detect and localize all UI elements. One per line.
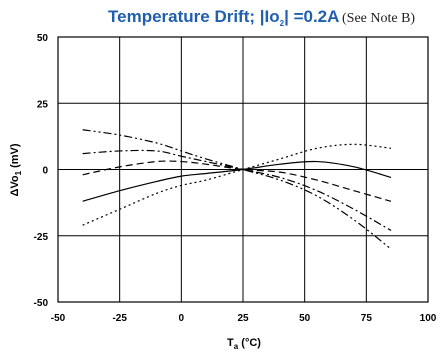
chart-title-tail: | =0.2A: [284, 7, 339, 26]
tick-labels: -50 -25 0 25 50 75 100 50 25 0 -25 -50: [34, 33, 437, 324]
x-tick-label: 100: [420, 313, 437, 324]
series-line-dash-dot: [82, 149, 392, 231]
x-axis-title-tail: (°C): [238, 337, 261, 349]
plot-frame: [57, 36, 429, 303]
y-tick-label: -50: [34, 298, 49, 309]
chart-title-subscript: 2: [280, 19, 285, 28]
y-axis-title-main: ΔVo: [9, 175, 21, 196]
series-line-solid: [82, 160, 392, 202]
x-tick-label: 50: [299, 313, 311, 324]
x-axis-title-subscript: a: [234, 342, 239, 351]
y-tick-label: 25: [37, 99, 49, 110]
x-axis-title: Ta (°C): [227, 337, 261, 351]
series-lines: [82, 129, 392, 250]
chart-title-note: (See Note B): [342, 11, 415, 26]
x-tick-label: 25: [237, 313, 249, 324]
y-axis-title-subscript: 1: [14, 170, 23, 175]
series-line-dashed: [82, 160, 392, 202]
y-axis-title-tail: (mV): [9, 143, 21, 171]
y-tick-label: 0: [42, 166, 48, 177]
chart-title-main: Temperature Drift; |Io: [108, 7, 280, 26]
y-tick-label: 50: [37, 33, 49, 44]
x-axis-title-main: T: [227, 337, 234, 349]
x-tick-label: -50: [51, 313, 66, 324]
series-line-dotted: [82, 143, 392, 226]
series-line-dash-dot-dot: [82, 129, 392, 250]
y-tick-label: -25: [34, 232, 49, 243]
chart-title: Temperature Drift; |Io2| =0.2A: [108, 7, 339, 28]
x-tick-label: 75: [361, 313, 373, 324]
x-tick-label: 0: [179, 313, 185, 324]
x-tick-label: -25: [112, 313, 127, 324]
y-axis-title: ΔVo1 (mV): [9, 143, 23, 196]
